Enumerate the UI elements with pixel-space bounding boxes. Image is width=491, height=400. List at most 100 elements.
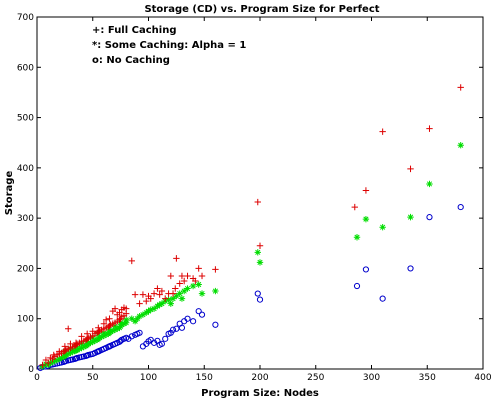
data-point-star bbox=[147, 306, 154, 313]
data-point-star bbox=[154, 302, 161, 310]
data-point-circle bbox=[362, 266, 370, 273]
x-axis-label: Program Size: Nodes bbox=[201, 388, 319, 399]
data-point-plus bbox=[176, 280, 183, 287]
data-point-star bbox=[353, 234, 361, 241]
data-point-circle bbox=[147, 336, 154, 343]
series-plus bbox=[39, 84, 464, 369]
data-point-star bbox=[139, 311, 147, 318]
data-point-plus bbox=[50, 351, 57, 359]
data-point-star bbox=[136, 313, 143, 320]
data-point-star bbox=[78, 344, 85, 352]
data-point-plus bbox=[102, 316, 110, 323]
data-point-plus bbox=[67, 340, 74, 348]
data-point-star bbox=[118, 321, 125, 328]
data-point-star bbox=[111, 326, 119, 333]
data-point-star bbox=[111, 323, 119, 330]
data-point-star bbox=[65, 350, 72, 358]
data-point-plus bbox=[178, 272, 186, 280]
y-tick-label: 200 bbox=[17, 264, 34, 274]
data-marks bbox=[37, 84, 464, 372]
plot-area bbox=[36, 16, 484, 370]
data-point-plus bbox=[379, 128, 386, 135]
data-point-plus bbox=[123, 305, 130, 312]
data-point-plus bbox=[426, 125, 433, 132]
data-point-plus bbox=[167, 272, 174, 280]
data-point-plus bbox=[150, 290, 158, 297]
data-point-circle bbox=[195, 308, 202, 315]
x-tick-label: 350 bbox=[419, 373, 436, 383]
data-point-plus bbox=[256, 242, 264, 249]
data-point-star bbox=[87, 339, 94, 347]
data-point-plus bbox=[173, 255, 180, 262]
data-point-star bbox=[169, 295, 177, 302]
y-tick-label: 600 bbox=[17, 63, 34, 73]
data-point-star bbox=[254, 249, 261, 256]
data-point-circle bbox=[407, 265, 414, 272]
data-point-circle bbox=[426, 214, 433, 221]
data-point-plus bbox=[154, 285, 161, 292]
data-point-star bbox=[128, 315, 135, 322]
x-tick-label: 300 bbox=[363, 373, 380, 383]
axis-ticks: 0 50 100 150 200 250 300 350 400 0 100 200 300 400 500… bbox=[17, 13, 491, 383]
data-point-circle bbox=[212, 321, 219, 328]
data-point-star bbox=[42, 360, 50, 368]
data-point-star bbox=[114, 325, 121, 332]
data-point-plus bbox=[111, 305, 119, 312]
x-tick-label: 250 bbox=[307, 373, 324, 383]
data-point-circle bbox=[162, 335, 169, 342]
data-point-plus bbox=[198, 272, 206, 280]
legend: +: Full Caching *: Some Caching: Alpha =… bbox=[92, 25, 246, 66]
chart-title: Storage (CD) vs. Program Size for Perfec… bbox=[144, 4, 379, 15]
y-tick-label: 100 bbox=[17, 315, 34, 325]
data-point-star bbox=[150, 305, 158, 312]
data-point-star bbox=[198, 290, 206, 297]
data-point-star bbox=[457, 142, 464, 149]
data-point-star bbox=[98, 333, 105, 341]
data-point-plus bbox=[100, 320, 108, 327]
data-point-circle bbox=[353, 282, 361, 290]
data-point-star bbox=[362, 215, 370, 223]
data-point-plus bbox=[162, 295, 169, 302]
data-point-circle bbox=[128, 333, 135, 340]
legend-item-some-caching: *: Some Caching: Alpha = 1 bbox=[92, 40, 246, 51]
data-point-star bbox=[184, 285, 191, 292]
x-tick-label: 400 bbox=[474, 373, 491, 383]
y-tick-label: 400 bbox=[17, 164, 34, 174]
data-point-plus bbox=[78, 333, 85, 340]
legend-item-no-caching: o: No Caching bbox=[92, 55, 170, 66]
x-tick-label: 100 bbox=[140, 373, 157, 383]
data-point-circle bbox=[158, 340, 165, 347]
data-point-plus bbox=[56, 348, 63, 355]
data-point-circle bbox=[457, 203, 464, 211]
data-point-star bbox=[173, 292, 180, 300]
data-point-star bbox=[58, 354, 65, 362]
data-point-star bbox=[76, 345, 83, 353]
data-point-star bbox=[107, 328, 114, 335]
data-point-plus bbox=[156, 291, 163, 298]
data-point-star bbox=[131, 318, 139, 325]
data-point-star bbox=[73, 346, 81, 354]
data-point-plus bbox=[95, 324, 102, 331]
data-point-circle bbox=[256, 296, 264, 303]
data-point-plus bbox=[65, 325, 72, 332]
data-point-star bbox=[134, 315, 141, 322]
data-point-star bbox=[379, 223, 386, 231]
data-point-plus bbox=[184, 272, 191, 280]
data-point-plus bbox=[169, 290, 177, 297]
data-point-star bbox=[67, 349, 74, 357]
data-point-star bbox=[69, 348, 76, 356]
data-point-star bbox=[91, 337, 99, 345]
data-point-star bbox=[180, 287, 188, 295]
data-point-plus bbox=[195, 265, 202, 272]
data-point-plus bbox=[128, 257, 135, 265]
data-point-star bbox=[96, 334, 103, 342]
data-point-star bbox=[407, 213, 414, 221]
data-point-circle bbox=[379, 295, 386, 302]
data-point-plus bbox=[83, 330, 91, 337]
data-point-plus bbox=[39, 361, 46, 369]
data-point-star bbox=[62, 351, 70, 359]
x-tick-label: 200 bbox=[251, 373, 268, 383]
data-point-plus bbox=[106, 315, 113, 322]
data-point-plus bbox=[351, 203, 358, 211]
